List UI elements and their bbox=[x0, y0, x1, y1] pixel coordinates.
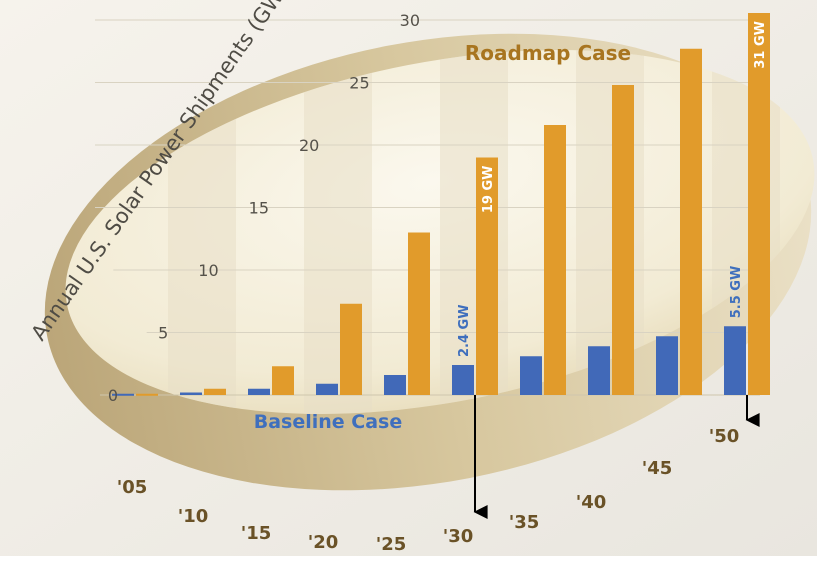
x-tick-label: '10 bbox=[178, 506, 209, 527]
x-tick-label: '45 bbox=[642, 458, 673, 479]
y-tick-label: 10 bbox=[198, 261, 218, 280]
bar-baseline bbox=[180, 392, 202, 395]
bar-baseline bbox=[112, 393, 134, 396]
data-label-roadmap: 19 GW bbox=[481, 166, 496, 214]
x-tick-label: '15 bbox=[241, 523, 272, 544]
legend-baseline-case: Baseline Case bbox=[254, 411, 403, 433]
y-axis-ticks: 0 5 10 15 20 25 30 bbox=[108, 11, 420, 405]
x-axis-ticks: '05 '10 '15 '20 '25 '30 '35 '40 '45 '50 bbox=[117, 426, 740, 555]
bar-roadmap bbox=[476, 157, 498, 395]
bar-baseline bbox=[316, 383, 338, 395]
x-tick-label: '20 bbox=[308, 532, 339, 553]
bar-roadmap bbox=[544, 125, 566, 395]
data-label-baseline: 5.5 GW bbox=[729, 266, 744, 319]
bar-baseline bbox=[520, 356, 542, 395]
data-label-roadmap: 31 GW bbox=[753, 21, 768, 69]
y-tick-label: 25 bbox=[349, 74, 369, 93]
bar-baseline bbox=[384, 375, 406, 395]
bar-roadmap bbox=[680, 48, 702, 395]
x-tick-label: '50 bbox=[709, 426, 740, 447]
y-tick-label: 0 bbox=[108, 386, 118, 405]
y-tick-label: 20 bbox=[299, 136, 319, 155]
data-label-baseline: 2.4 GW bbox=[457, 304, 472, 357]
y-tick-label: 15 bbox=[249, 199, 269, 218]
x-tick-label: '25 bbox=[376, 534, 407, 555]
legend-roadmap-case: Roadmap Case bbox=[465, 41, 631, 65]
highlight-arrows bbox=[473, 395, 760, 519]
bar-baseline bbox=[248, 388, 270, 395]
data-labels: 2.4 GW 5.5 GW 19 GW 31 GW bbox=[457, 21, 768, 357]
x-tick-label: '30 bbox=[443, 526, 474, 547]
x-tick-label: '05 bbox=[117, 477, 148, 498]
bar-roadmap bbox=[272, 366, 294, 395]
bar-baseline bbox=[656, 336, 678, 395]
bar-roadmap bbox=[340, 303, 362, 395]
bar-roadmap bbox=[612, 85, 634, 395]
bar-roadmap bbox=[204, 388, 226, 395]
gridlines bbox=[95, 19, 770, 396]
bar-baseline bbox=[724, 326, 746, 395]
bar-roadmap bbox=[408, 232, 430, 395]
bar-roadmap bbox=[136, 393, 158, 396]
x-tick-label: '40 bbox=[576, 492, 607, 513]
y-tick-label: 30 bbox=[400, 11, 420, 30]
bar-baseline bbox=[452, 365, 474, 395]
y-tick-label: 5 bbox=[158, 324, 168, 343]
bar-baseline bbox=[588, 346, 610, 395]
bars bbox=[112, 13, 770, 396]
bar-roadmap bbox=[748, 13, 770, 395]
x-tick-label: '35 bbox=[509, 512, 540, 533]
